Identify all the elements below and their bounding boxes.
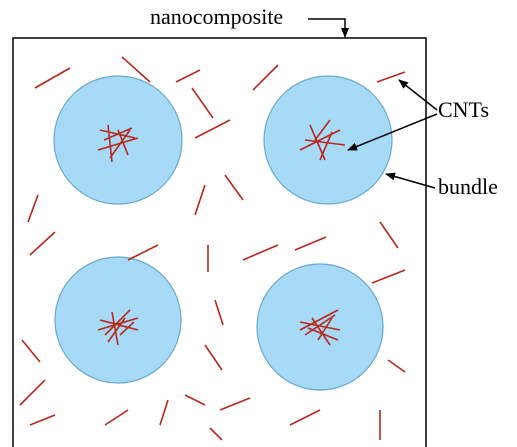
nanocomposite-label: nanocomposite — [150, 4, 283, 29]
bundle-label: bundle — [438, 174, 498, 199]
bundle-circle — [54, 76, 182, 204]
diagram: nanocomposite CNTs bundle — [0, 0, 517, 447]
arrow — [386, 174, 435, 188]
cnts-label: CNTs — [438, 97, 489, 122]
bundle-circle — [257, 264, 383, 390]
arrow — [399, 80, 437, 110]
bundle-circle — [55, 257, 181, 383]
arrow — [308, 19, 345, 37]
page: {"labels": {"top": "nanocomposite", "cnt… — [0, 0, 517, 447]
